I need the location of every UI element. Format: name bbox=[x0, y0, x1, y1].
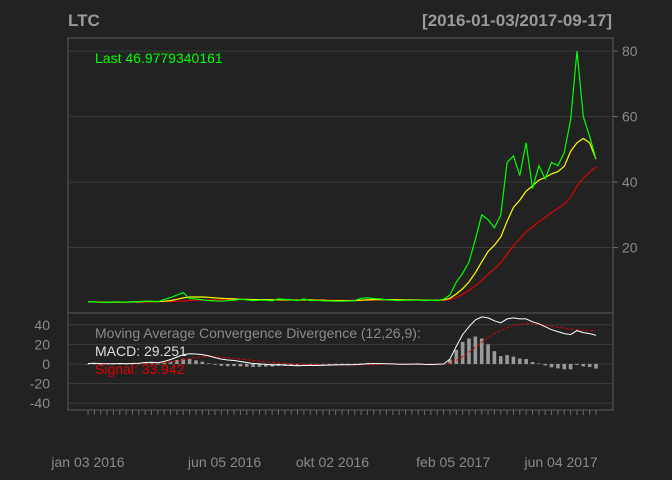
macd-histogram-bar bbox=[511, 356, 516, 364]
macd-histogram-bar bbox=[149, 363, 154, 364]
x-tick-label: jan 03 2016 bbox=[50, 454, 124, 470]
chart-symbol-title: LTC bbox=[68, 11, 100, 30]
macd-y-tick-label: 40 bbox=[34, 317, 50, 333]
macd-histogram-bar bbox=[581, 363, 586, 367]
macd-y-axis: 40 20 0 -20 -40 bbox=[30, 317, 50, 411]
macd-histogram-bar bbox=[352, 363, 357, 365]
macd-histogram-bar bbox=[206, 363, 211, 364]
macd-histogram-bar bbox=[130, 363, 135, 365]
macd-histogram-bar bbox=[187, 359, 192, 364]
macd-histogram-bar bbox=[308, 363, 313, 365]
macd-histogram-bar bbox=[314, 363, 319, 365]
macd-histogram-bar bbox=[194, 360, 198, 364]
macd-histogram-bar bbox=[238, 363, 243, 367]
main-y-tick-label: 40 bbox=[622, 174, 638, 190]
macd-histogram-bar bbox=[327, 363, 332, 365]
x-tick-label: feb 05 2017 bbox=[416, 454, 490, 470]
macd-histogram-bar bbox=[251, 363, 255, 367]
macd-histogram-bar bbox=[340, 363, 344, 365]
macd-signal-line bbox=[87, 323, 597, 366]
macd-panel-frame bbox=[67, 312, 614, 411]
macd-histogram-bar bbox=[359, 363, 363, 364]
macd-histogram-bar bbox=[479, 338, 484, 364]
macd-histogram-bar bbox=[225, 363, 230, 367]
macd-histogram-bar bbox=[175, 360, 179, 364]
macd-histogram-bar bbox=[295, 363, 300, 366]
macd-histogram-bar bbox=[467, 338, 471, 364]
macd-y-tick-label: -20 bbox=[30, 376, 50, 392]
macd-histogram-bar bbox=[537, 363, 541, 365]
macd-histogram-bar bbox=[505, 355, 509, 364]
x-axis-minor-ticks bbox=[87, 410, 597, 415]
macd-histogram-bar bbox=[117, 363, 122, 365]
macd-y-tick-label: -40 bbox=[30, 395, 50, 411]
price-line bbox=[88, 51, 597, 304]
x-axis-labels: jan 03 2016 jun 05 2016 okt 02 2016 feb 05 … bbox=[50, 454, 597, 470]
macd-histogram-bar bbox=[530, 361, 535, 364]
macd-histogram-bar bbox=[524, 359, 528, 364]
x-tick-label: jun 04 2017 bbox=[523, 454, 597, 470]
macd-histogram-bar bbox=[111, 363, 116, 365]
macd-histogram-bar bbox=[454, 349, 459, 364]
macd-y-tick-label: 20 bbox=[34, 336, 50, 352]
macd-histogram-bar bbox=[486, 344, 490, 364]
macd-histogram-bar bbox=[219, 363, 224, 366]
macd-histogram-bar bbox=[321, 363, 325, 365]
macd-histogram-bar bbox=[543, 363, 547, 366]
macd-histogram-bar bbox=[562, 363, 567, 370]
macd-histogram-bar bbox=[289, 363, 293, 366]
chart-date-range: [2016-01-03/2017-09-17] bbox=[422, 11, 612, 30]
main-grid bbox=[68, 50, 613, 249]
macd-histogram-bar bbox=[98, 363, 103, 365]
macd-histogram-bar bbox=[124, 363, 128, 365]
x-tick-label: jun 05 2016 bbox=[187, 454, 261, 470]
macd-histogram-bar bbox=[492, 351, 497, 364]
last-price-label: Last 46.9779340161 bbox=[95, 50, 223, 66]
macd-histogram-bar bbox=[244, 363, 249, 367]
macd-histogram-bar bbox=[264, 363, 268, 367]
macd-histogram-bar bbox=[556, 363, 560, 369]
macd-histogram-bar bbox=[549, 363, 554, 368]
main-y-tick-label: 60 bbox=[622, 109, 638, 125]
signal-value-label: Signal: 33.942 bbox=[95, 361, 185, 377]
macd-histogram-bar bbox=[232, 363, 236, 367]
macd-y-tick-label: 0 bbox=[42, 356, 50, 372]
macd-histogram-bar bbox=[346, 363, 351, 365]
macd-histogram-bar bbox=[587, 363, 592, 368]
macd-histogram-bar bbox=[575, 363, 579, 365]
main-y-tick-label: 20 bbox=[622, 240, 638, 256]
macd-histogram-bar bbox=[568, 363, 573, 370]
x-tick-label: okt 02 2016 bbox=[296, 454, 369, 470]
macd-histogram-bar bbox=[181, 358, 186, 364]
macd-histogram-bar bbox=[162, 362, 166, 364]
macd-histogram-bar bbox=[86, 363, 90, 365]
macd-value-label: MACD: 29.251 bbox=[95, 343, 187, 359]
macd-histogram-bar bbox=[498, 356, 503, 364]
macd-histogram-bar bbox=[473, 336, 478, 364]
macd-histogram-bar bbox=[448, 359, 452, 364]
main-y-tick-label: 80 bbox=[622, 43, 638, 59]
macd-histogram-bar bbox=[200, 361, 205, 364]
macd-histogram-bar bbox=[518, 358, 522, 364]
macd-panel-title: Moving Average Convergence Divergence (1… bbox=[95, 325, 421, 341]
macd-line bbox=[87, 316, 597, 367]
macd-histogram-bar bbox=[168, 361, 173, 364]
macd-histogram-bar bbox=[594, 363, 598, 369]
macd-histogram-bar bbox=[333, 363, 338, 365]
macd-histogram-bar bbox=[213, 363, 217, 365]
macd-histogram-bar bbox=[92, 363, 97, 365]
macd-histogram-bar bbox=[257, 363, 262, 367]
macd-histogram-bar bbox=[156, 363, 160, 365]
macd-histogram-bar bbox=[460, 341, 465, 364]
main-y-axis: 20 40 60 80 bbox=[613, 43, 638, 256]
